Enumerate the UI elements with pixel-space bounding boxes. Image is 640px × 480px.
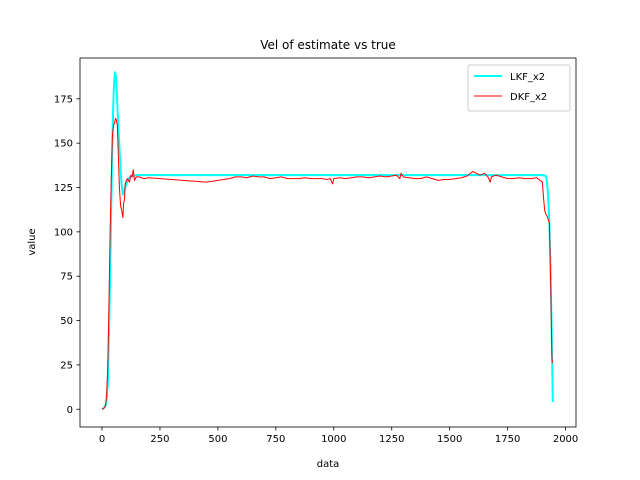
x-tick-label: 0 xyxy=(99,434,105,445)
x-tick-label: 250 xyxy=(150,434,169,445)
series-line-dkf-x2 xyxy=(101,117,553,410)
x-tick-label: 750 xyxy=(266,434,285,445)
legend-label: DKF_x2 xyxy=(510,92,547,103)
y-tick-label: 175 xyxy=(54,94,73,105)
x-tick-label: 500 xyxy=(208,434,227,445)
x-axis-title: data xyxy=(317,459,340,470)
x-axis: 0 250 500 750 1000 1250 1500 1750 2000 xyxy=(99,427,578,445)
axes-frame xyxy=(79,57,577,428)
legend: LKF_x2 DKF_x2 xyxy=(467,64,571,112)
y-tick-label: 125 xyxy=(54,183,73,194)
y-tick-label: 150 xyxy=(54,139,73,150)
x-tick-label: 2000 xyxy=(553,434,578,445)
y-tick-label: 100 xyxy=(54,227,73,238)
plot-area xyxy=(79,57,577,428)
x-tick-label: 1500 xyxy=(437,434,462,445)
x-tick-label: 1000 xyxy=(321,434,346,445)
y-axis-title: value xyxy=(27,228,38,255)
y-axis: 0 25 50 75 100 125 150 175 xyxy=(54,94,80,416)
chart-title: Vel of estimate vs true xyxy=(260,38,396,52)
x-tick-label: 1750 xyxy=(495,434,520,445)
x-tick-label: 1250 xyxy=(379,434,404,445)
y-tick-label: 50 xyxy=(60,316,73,327)
y-tick-label: 75 xyxy=(60,272,73,283)
legend-label: LKF_x2 xyxy=(510,72,545,83)
y-tick-label: 0 xyxy=(67,405,73,416)
series-layer xyxy=(101,71,554,411)
y-tick-label: 25 xyxy=(60,360,73,371)
